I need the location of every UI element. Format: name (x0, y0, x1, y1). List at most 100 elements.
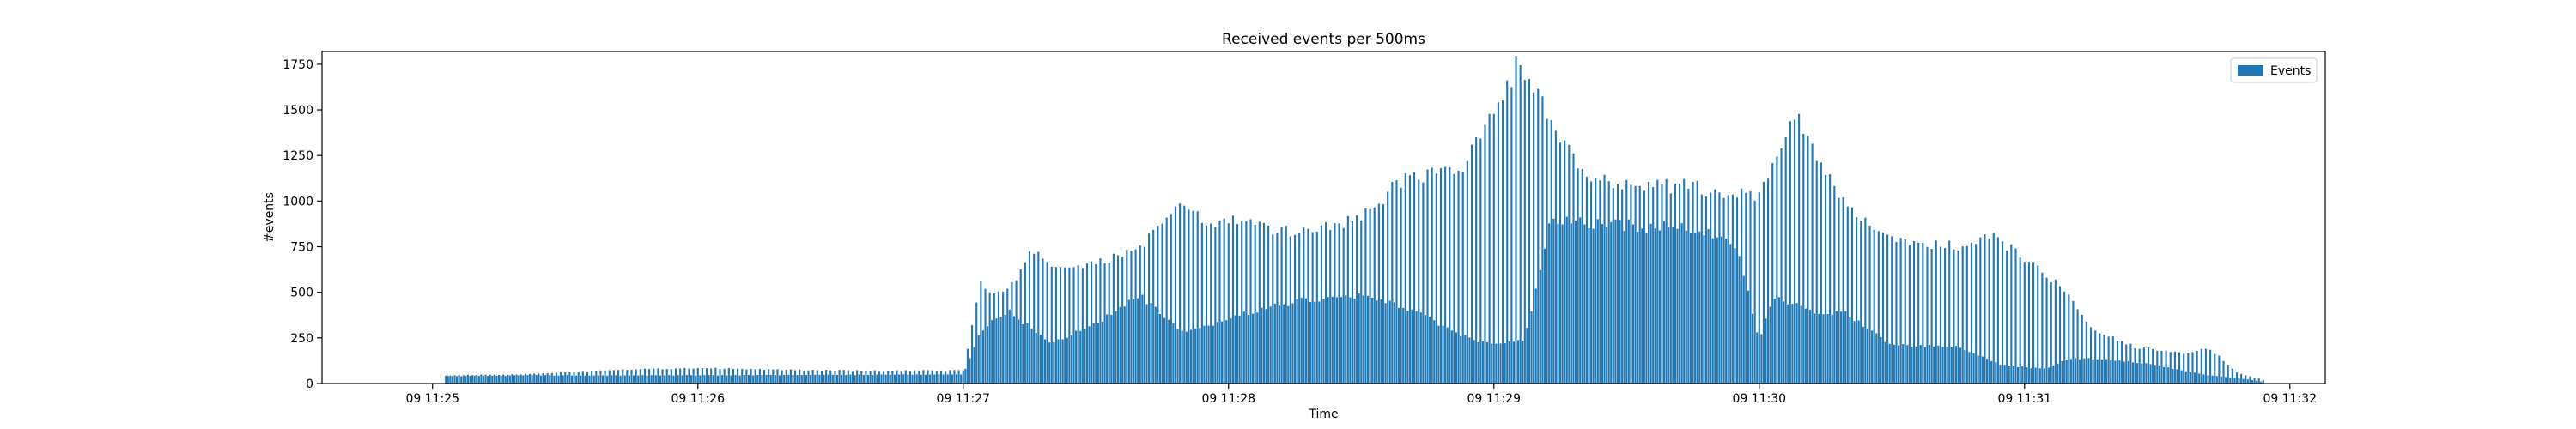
bar (1979, 237, 1982, 384)
bar (449, 375, 452, 384)
bar (489, 374, 491, 384)
bar (1881, 232, 1885, 384)
bar (831, 374, 834, 384)
bar (623, 375, 626, 384)
axes-group: 0 250 500 750 1000 1250 1500 1750 09 11:25 09 11:… (283, 51, 2326, 406)
bar (1935, 240, 1937, 384)
bar (1700, 194, 1703, 384)
bar (1860, 221, 1862, 384)
bar (1596, 219, 1599, 384)
bar (1072, 267, 1075, 384)
bar (1683, 178, 1686, 384)
bar (1163, 317, 1166, 384)
bar (1391, 182, 1394, 384)
bar (2204, 348, 2207, 384)
bar (1356, 214, 1358, 384)
bar (1707, 229, 1710, 384)
bar (2160, 350, 2163, 384)
bar (1426, 169, 1429, 384)
bar (2021, 366, 2024, 384)
bar (531, 375, 533, 384)
bar (781, 370, 783, 384)
bar (1964, 350, 1966, 384)
bar (1220, 321, 1224, 384)
bar (794, 370, 797, 384)
bar (889, 374, 891, 384)
bar (1227, 223, 1230, 384)
bar (526, 375, 529, 384)
bar (2215, 376, 2218, 384)
bar (1722, 197, 1725, 384)
bar (1106, 314, 1109, 384)
bar (1922, 242, 1924, 384)
bar (2229, 377, 2232, 384)
bar (1749, 191, 1752, 384)
bar (1453, 173, 1455, 384)
bar (847, 370, 849, 384)
bar (1829, 174, 1832, 384)
bar (1849, 317, 1851, 384)
bar (2043, 368, 2046, 384)
bar (1793, 119, 1796, 384)
bar (612, 370, 615, 384)
bar (825, 370, 828, 384)
bar (1314, 301, 1316, 384)
bar (1353, 299, 1356, 384)
bar (646, 375, 648, 384)
bar (1315, 231, 1318, 384)
bar (997, 291, 1000, 384)
bar (1621, 189, 1624, 384)
bar (568, 372, 571, 384)
bar (706, 368, 708, 384)
bar (810, 375, 812, 384)
bar (2196, 350, 2198, 384)
bar (1057, 339, 1060, 384)
bar (876, 374, 878, 384)
bar (500, 375, 502, 384)
bar (1672, 226, 1674, 384)
bar (1711, 238, 1714, 384)
bar (1103, 263, 1106, 384)
bar (615, 375, 617, 384)
bar (1415, 311, 1418, 384)
bar (1619, 220, 1621, 384)
bar (591, 371, 593, 384)
bar (1364, 208, 1367, 384)
bar (2123, 361, 2125, 384)
bar (854, 375, 856, 384)
bar (1868, 226, 1871, 384)
bar (601, 375, 605, 384)
bar (2014, 248, 2017, 384)
bar (661, 369, 664, 384)
bar (960, 374, 963, 384)
bar (2050, 282, 2052, 384)
bar (1473, 340, 1475, 384)
bar (1433, 320, 1436, 384)
bar (1345, 295, 1347, 384)
bar (1630, 184, 1632, 384)
bar (1522, 341, 1524, 384)
bar (741, 368, 744, 384)
bar (701, 368, 703, 384)
bar (2083, 358, 2086, 384)
bar (1579, 217, 1582, 384)
bar (1225, 320, 1228, 384)
bar (628, 375, 630, 384)
bar (2121, 341, 2123, 384)
bar (535, 375, 538, 384)
bar (1161, 223, 1163, 384)
bar (789, 369, 792, 384)
bar (2225, 377, 2227, 384)
bar (1408, 175, 1411, 384)
bar (480, 374, 483, 384)
y-tick-label: 1000 (283, 195, 313, 208)
bar (1200, 222, 1203, 384)
bar (856, 370, 859, 384)
bar (1126, 250, 1128, 384)
bar (2054, 279, 2057, 384)
bar (502, 374, 505, 384)
bar (2249, 376, 2251, 384)
bar (935, 371, 938, 384)
bar (1965, 245, 1968, 384)
